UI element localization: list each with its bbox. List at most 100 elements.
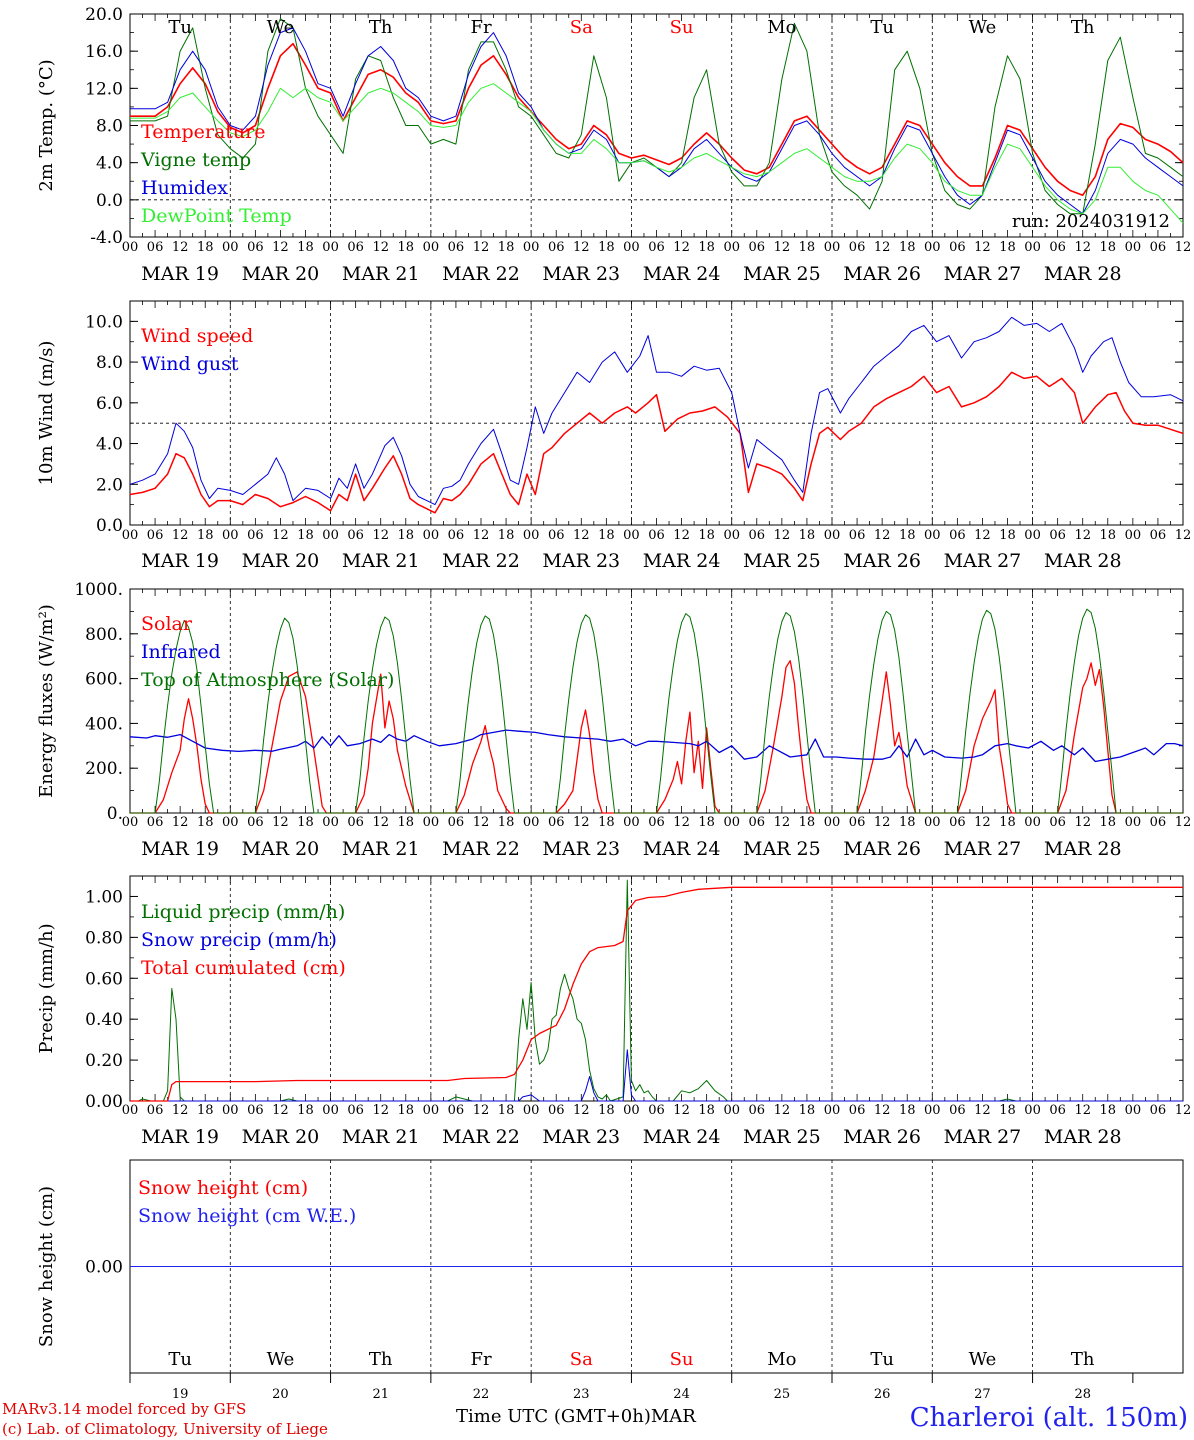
y-axis-label: Snow height (cm) (36, 1186, 57, 1347)
hour-tick-label: 06 (1150, 815, 1167, 830)
hour-tick-label: 18 (498, 240, 515, 255)
hour-tick-label: 18 (698, 528, 715, 543)
legend-entry: Wind speed (141, 325, 253, 347)
legend-entry: Liquid precip (mm/h) (141, 901, 345, 923)
hour-tick-label: 06 (1049, 528, 1066, 543)
hour-tick-label: 12 (874, 1103, 891, 1118)
hour-tick-label: 12 (673, 1103, 690, 1118)
day-abbrev: Tu (168, 17, 192, 38)
day-number: 26 (874, 1387, 891, 1402)
hour-tick-label: 06 (648, 815, 665, 830)
hour-tick-label: 00 (222, 528, 239, 543)
hour-tick-label: 00 (222, 1103, 239, 1118)
day-number: 25 (774, 1387, 791, 1402)
y-axis-label: 2m Temp. (°C) (36, 59, 57, 191)
date-label: MAR 26 (843, 550, 921, 572)
hour-tick-label: 00 (423, 240, 440, 255)
hour-tick-label: 06 (849, 528, 866, 543)
hour-tick-label: 00 (824, 240, 841, 255)
day-abbrev: We (969, 1349, 997, 1370)
hour-tick-label: 06 (448, 240, 465, 255)
day-number: 20 (272, 1387, 289, 1402)
day-abbrev: Su (670, 17, 694, 38)
hour-tick-label: 12 (372, 240, 389, 255)
date-label: MAR 27 (944, 838, 1022, 860)
legend-entry: Snow height (cm) (138, 1177, 308, 1199)
hour-tick-label: 00 (924, 240, 941, 255)
hour-tick-label: 18 (799, 1103, 816, 1118)
hour-tick-label: 00 (924, 815, 941, 830)
hour-tick-label: 06 (347, 815, 364, 830)
hour-tick-label: 12 (573, 240, 590, 255)
hour-tick-label: 12 (774, 815, 791, 830)
hour-tick-label: 06 (548, 1103, 565, 1118)
hour-tick-label: 18 (398, 240, 415, 255)
hour-tick-label: 12 (673, 240, 690, 255)
date-label: MAR 26 (843, 838, 921, 860)
date-label: MAR 25 (743, 263, 821, 285)
y-tick-label: 0. (107, 804, 123, 824)
hour-tick-label: 18 (799, 240, 816, 255)
hour-tick-label: 18 (1100, 1103, 1117, 1118)
series-line-1 (130, 660, 1183, 814)
hour-tick-label: 06 (1049, 1103, 1066, 1118)
date-label: MAR 22 (442, 550, 520, 572)
hour-tick-label: 00 (723, 1103, 740, 1118)
hour-tick-label: 12 (372, 1103, 389, 1118)
hour-tick-label: 12 (372, 528, 389, 543)
hour-tick-label: 18 (297, 240, 314, 255)
hour-tick-label: 12 (1074, 240, 1091, 255)
hour-tick-label: 00 (924, 528, 941, 543)
hour-tick-label: 12 (974, 240, 991, 255)
hour-tick-label: 18 (999, 815, 1016, 830)
hour-tick-label: 12 (473, 1103, 490, 1118)
hour-tick-label: 18 (1100, 528, 1117, 543)
hour-tick-label: 06 (347, 1103, 364, 1118)
day-abbrev: Mo (767, 1349, 796, 1370)
hour-tick-label: 06 (648, 240, 665, 255)
time-axis-label: Time UTC (GMT+0h)MAR (456, 1406, 696, 1427)
hour-tick-label: 06 (749, 1103, 766, 1118)
day-abbrev: Fr (470, 1349, 491, 1370)
hour-tick-label: 06 (849, 1103, 866, 1118)
y-tick-label: 6.0 (96, 394, 123, 414)
hour-tick-label: 06 (147, 240, 164, 255)
day-number: 28 (1074, 1387, 1091, 1402)
y-tick-label: 16.0 (85, 42, 123, 62)
date-label: MAR 24 (643, 838, 721, 860)
hour-tick-label: 12 (172, 815, 189, 830)
legend-entry: Infrared (141, 641, 221, 663)
hour-tick-label: 18 (1100, 240, 1117, 255)
hour-tick-label: 06 (949, 240, 966, 255)
hour-tick-label: 06 (448, 528, 465, 543)
hour-tick-label: 00 (1125, 815, 1142, 830)
hour-tick-label: 06 (1150, 528, 1167, 543)
day-abbrev: We (969, 17, 997, 38)
hour-tick-label: 12 (1074, 815, 1091, 830)
date-label: MAR 19 (141, 1126, 219, 1148)
day-abbrev: Th (1071, 1349, 1095, 1370)
hour-tick-label: 12 (573, 815, 590, 830)
y-tick-label: 8.0 (96, 117, 123, 137)
y-tick-label: 4.0 (96, 154, 123, 174)
y-tick-label: 2.0 (96, 475, 123, 495)
hour-tick-label: 00 (1024, 1103, 1041, 1118)
hour-tick-label: 06 (749, 528, 766, 543)
hour-tick-label: 06 (749, 240, 766, 255)
panel-1: -4.0 0.0 4.0 8.0 12.0 16.0 20.0 2m Temp. (°C) Te… (36, 5, 1191, 285)
hour-tick-label: 06 (749, 815, 766, 830)
panel-2: 0.0 2.0 4.0 6.0 8.0 10.0 10m Wind (m/s) Wind sp… (36, 300, 1191, 572)
day-abbrev: Tu (168, 1349, 192, 1370)
hour-tick-label: 12 (272, 528, 289, 543)
y-axis-label: Precip (mm/h) (36, 923, 57, 1053)
y-tick-label: 400. (85, 714, 123, 734)
hour-tick-label: 18 (398, 815, 415, 830)
date-label: MAR 25 (743, 838, 821, 860)
y-tick-label: 0.00 (85, 1092, 123, 1112)
date-label: MAR 28 (1044, 550, 1122, 572)
hour-tick-label: 18 (598, 528, 615, 543)
y-tick-label: 0.40 (85, 1010, 123, 1030)
hour-tick-label: 12 (1175, 240, 1192, 255)
hour-tick-label: 12 (774, 240, 791, 255)
date-label: MAR 25 (743, 1126, 821, 1148)
